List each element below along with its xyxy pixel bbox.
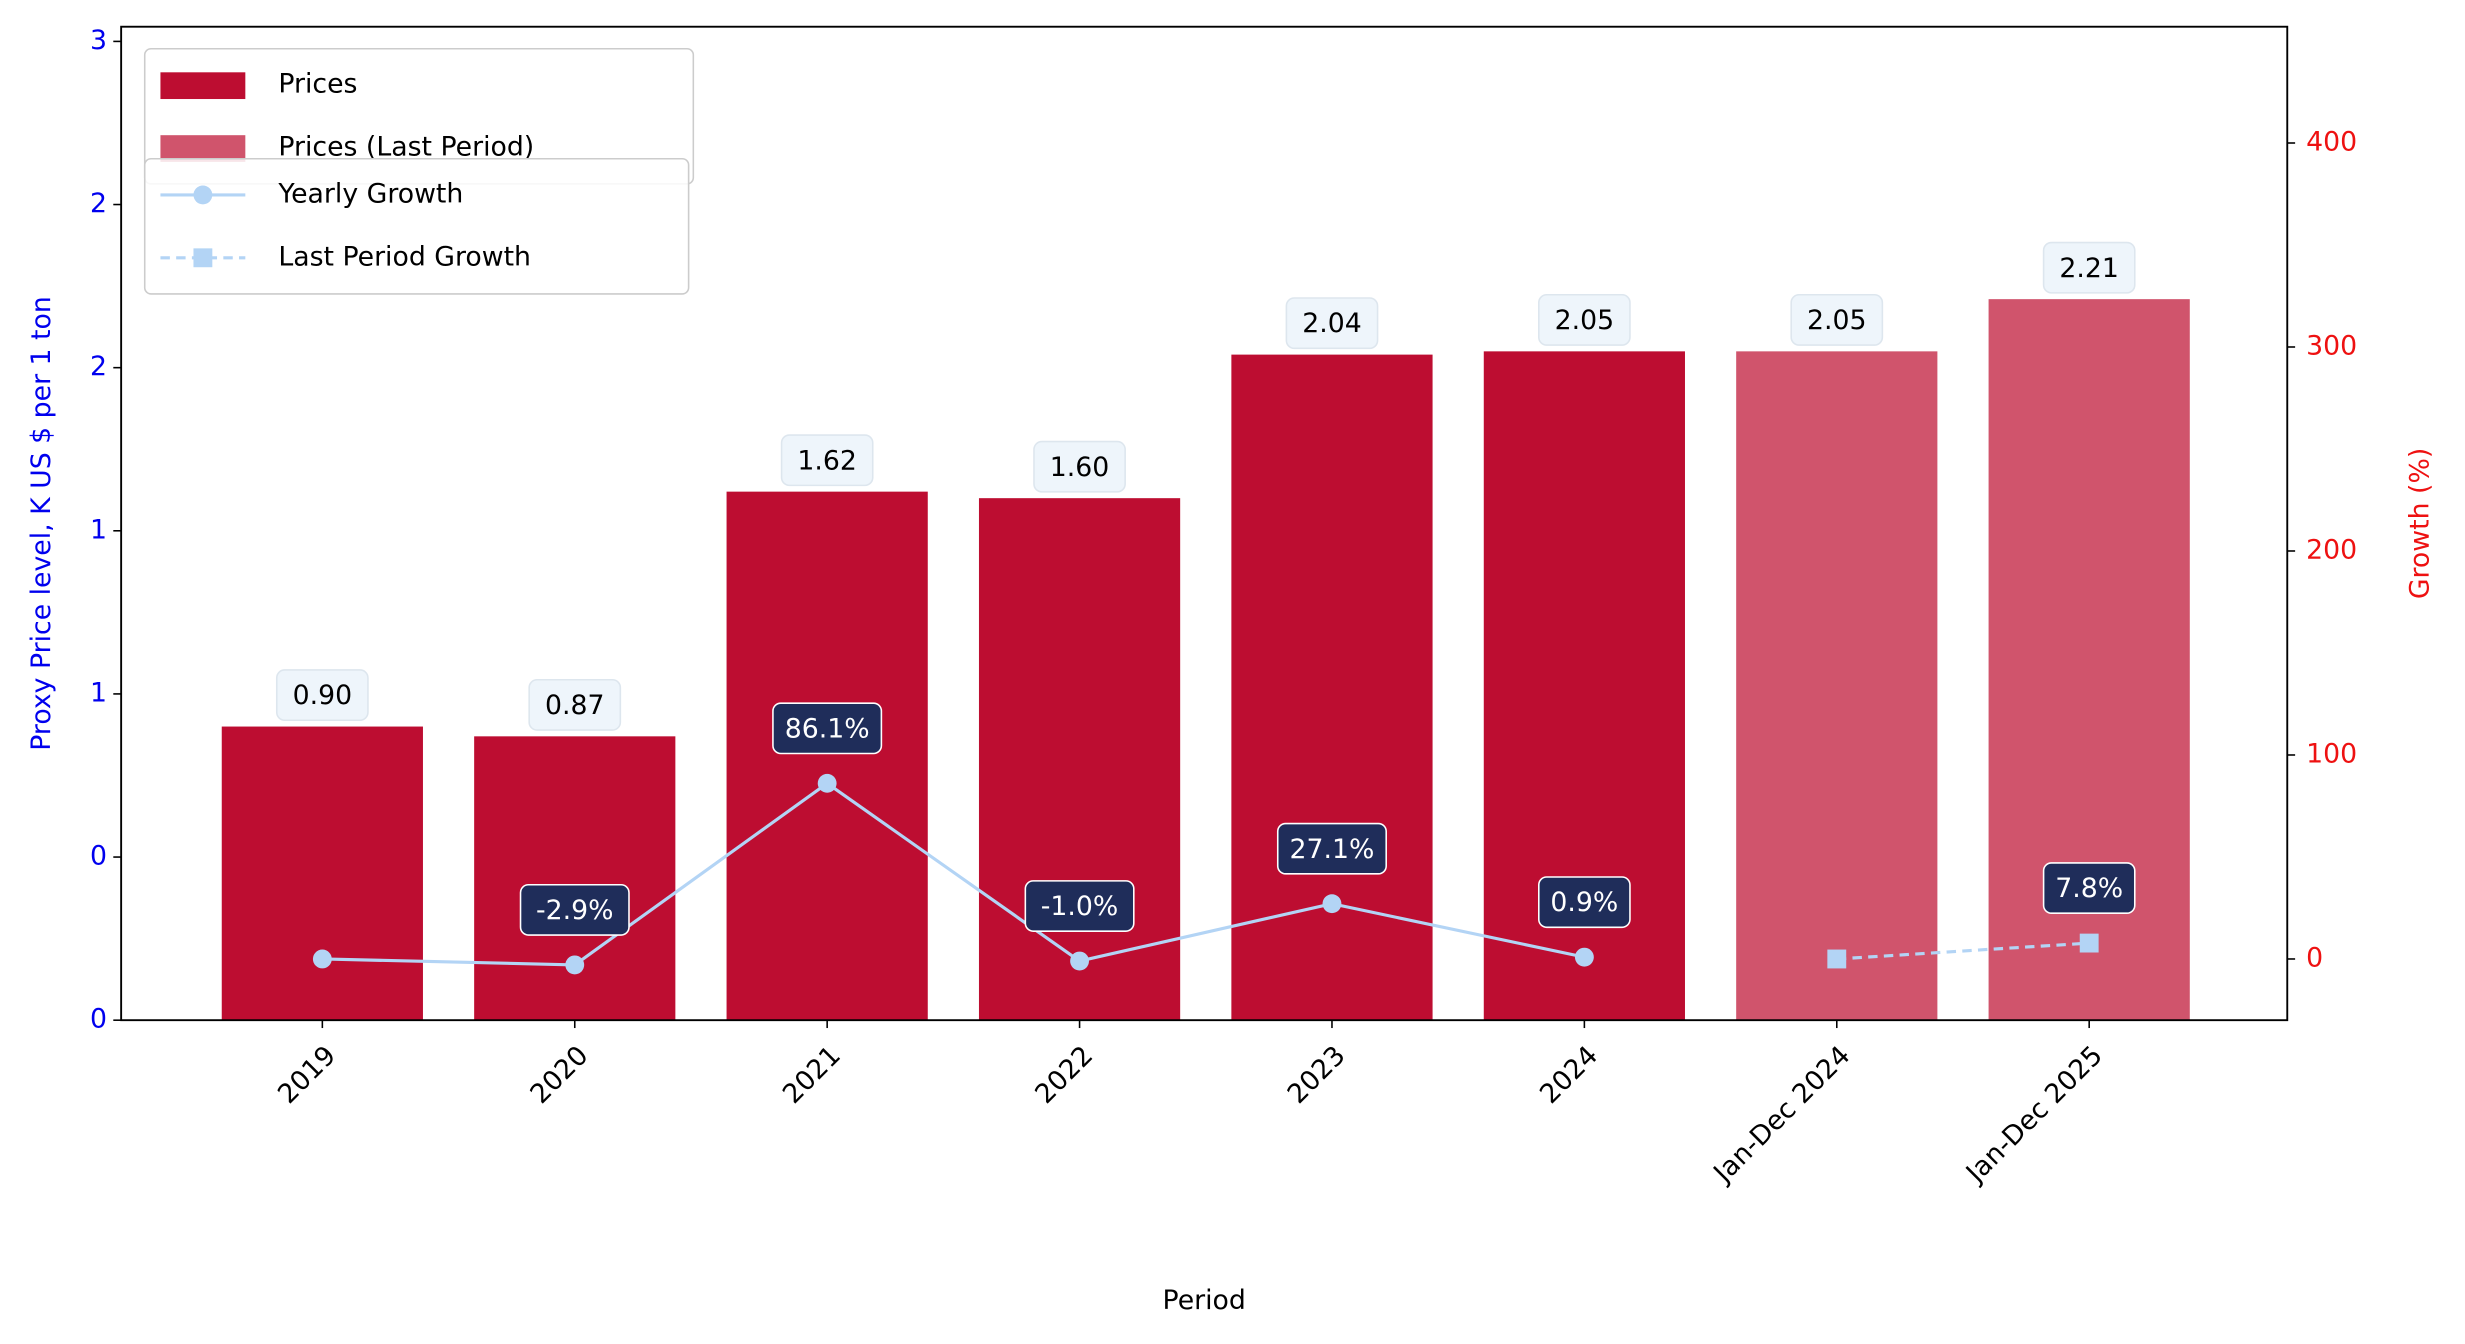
growth-line (1836, 941, 2090, 961)
data-label-box (1538, 293, 1631, 346)
y2-tick-label: 0 (2306, 942, 2323, 973)
y-tick-label: 0 (90, 841, 107, 872)
growth-marker (565, 955, 585, 975)
y2-tick-label: 100 (2306, 738, 2357, 769)
legend-marker (193, 185, 213, 205)
legend-marker (193, 248, 213, 268)
x-tick-label: 2021 (777, 1040, 847, 1110)
data-label: 2.05 (1555, 305, 1615, 336)
legend-label: Last Period Growth (278, 241, 531, 272)
legend-swatch (160, 135, 246, 162)
data-label-box (1538, 876, 1631, 929)
plot-frame (120, 25, 2289, 1022)
data-label-box (780, 434, 874, 487)
data-label-box (1033, 440, 1126, 493)
y-tick-label: 1 (90, 677, 107, 708)
data-label-box (1790, 293, 1884, 346)
data-label: 1.62 (797, 445, 857, 476)
data-label: 0.90 (293, 680, 353, 711)
growth-marker (312, 949, 332, 969)
growth-marker (2079, 933, 2099, 953)
growth-marker (817, 773, 837, 793)
bar (474, 736, 676, 1021)
legend-box (143, 157, 690, 295)
growth-marker (1070, 951, 1089, 971)
y-tick-label: 2 (90, 188, 107, 219)
x-tick-label: 2022 (1029, 1040, 1099, 1110)
data-label: 86.1% (785, 713, 870, 744)
data-label: -2.9% (536, 895, 614, 926)
x-tick-label: 2019 (272, 1040, 342, 1110)
growth-marker (1322, 894, 1342, 914)
data-label-box (1024, 880, 1135, 932)
growth-marker (1574, 947, 1594, 967)
legend-swatch (160, 72, 246, 100)
data-label: 2.05 (1807, 305, 1867, 336)
y2-tick-label: 200 (2306, 534, 2357, 565)
data-label-box (2042, 862, 2136, 914)
legend-label: Prices (Last Period) (278, 131, 534, 162)
y-tick-label: 3 (90, 25, 107, 56)
bar (1736, 351, 1938, 1021)
data-label-box (275, 669, 369, 722)
x-tick-label: 2020 (524, 1040, 594, 1110)
y-tick-label: 2 (90, 351, 107, 382)
data-label-box (528, 678, 622, 731)
data-label: 1.60 (1050, 452, 1110, 483)
data-label: 27.1% (1290, 834, 1375, 865)
growth-line (322, 781, 1585, 967)
bar (726, 491, 928, 1021)
data-label: 7.8% (2055, 873, 2123, 904)
x-tick-label: Jan-Dec 2025 (1959, 1040, 2109, 1190)
y-axis-title: Proxy Price level, K US $ per 1 ton (26, 296, 57, 751)
data-label-box (1285, 297, 1379, 350)
data-label-box (772, 702, 883, 755)
x-tick-label: 2024 (1534, 1040, 1604, 1110)
bar (221, 726, 423, 1021)
data-label: 0.9% (1550, 887, 1618, 918)
legend-label: Yearly Growth (277, 178, 463, 209)
data-label-box (1276, 822, 1387, 875)
y-tick-label: 1 (90, 514, 107, 545)
bar (978, 498, 1181, 1021)
data-label: 0.87 (545, 690, 605, 721)
data-label: 2.21 (2059, 253, 2119, 284)
y2-axis-title: Growth (%) (2404, 448, 2435, 599)
x-tick-label: Jan-Dec 2024 (1707, 1040, 1857, 1190)
y-tick-label: 0 (90, 1004, 107, 1035)
x-tick-label: 2023 (1282, 1040, 1352, 1110)
growth-marker (1827, 949, 1847, 969)
data-label-box (2042, 241, 2136, 294)
data-label: 2.04 (1302, 308, 1362, 339)
x-axis-title: Period (1163, 1285, 1246, 1316)
data-label: -1.0% (1041, 891, 1119, 922)
legend-label: Prices (278, 68, 357, 99)
y2-tick-label: 300 (2306, 330, 2357, 361)
data-label-box (519, 883, 630, 936)
y2-tick-label: 400 (2306, 127, 2357, 158)
